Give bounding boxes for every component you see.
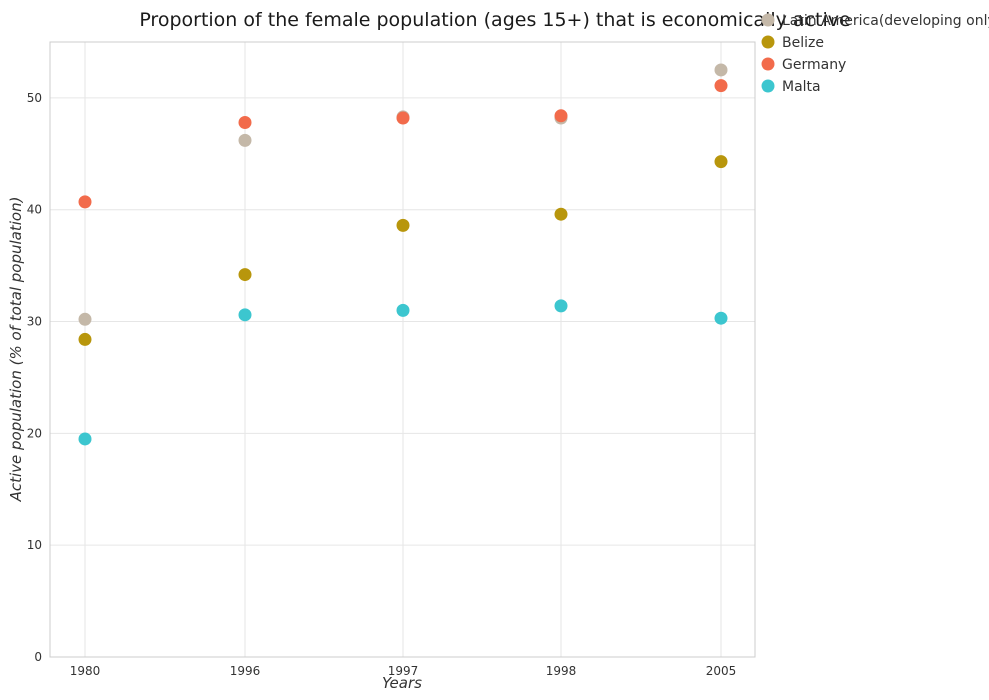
grid xyxy=(50,42,755,658)
y-tick-label: 30 xyxy=(27,315,42,329)
data-point xyxy=(554,207,568,221)
data-point xyxy=(396,111,410,125)
data-point xyxy=(554,109,568,123)
y-tick-label: 40 xyxy=(27,203,42,217)
x-tick-label: 1998 xyxy=(546,664,577,678)
data-point xyxy=(714,79,728,93)
x-tick-label: 2005 xyxy=(706,664,737,678)
x-tick-label: 1980 xyxy=(70,664,101,678)
legend-label: Germany xyxy=(782,57,846,73)
plot-frame xyxy=(49,41,756,658)
y-tick-label: 10 xyxy=(27,538,42,552)
data-point xyxy=(396,218,410,232)
legend: Latin America(developing only) Belize Germ… xyxy=(761,13,989,95)
y-axis-ticks: 0 10 20 30 40 50 xyxy=(27,91,42,664)
data-point xyxy=(714,155,728,169)
legend-label: Malta xyxy=(782,79,821,95)
legend-marker xyxy=(761,57,775,71)
legend-label: Latin America(developing only) xyxy=(782,13,989,29)
chart-title: Proportion of the female population (age… xyxy=(139,9,850,31)
data-point xyxy=(238,116,252,130)
legend-marker xyxy=(761,13,775,27)
data-point xyxy=(78,332,92,346)
x-tick-label: 1996 xyxy=(230,664,261,678)
legend-label: Belize xyxy=(782,35,824,51)
data-point xyxy=(238,268,252,282)
x-tick-label: 1997 xyxy=(388,664,419,678)
data-point xyxy=(714,311,728,325)
x-axis-label: Years xyxy=(382,674,422,692)
y-tick-label: 50 xyxy=(27,91,42,105)
data-point xyxy=(78,312,92,326)
data-point xyxy=(554,299,568,313)
data-point xyxy=(78,432,92,446)
y-tick-label: 0 xyxy=(34,650,42,664)
x-axis-ticks: 1980 1996 1997 1998 2005 xyxy=(70,664,737,678)
data-point xyxy=(78,195,92,209)
legend-marker xyxy=(761,79,775,93)
data-point xyxy=(714,63,728,77)
data-point xyxy=(396,303,410,317)
data-point xyxy=(238,308,252,322)
y-tick-label: 20 xyxy=(27,426,42,440)
legend-marker xyxy=(761,35,775,49)
data-point xyxy=(238,133,252,147)
y-axis-label: Active population (% of total population… xyxy=(7,197,25,503)
data-points xyxy=(78,63,728,446)
